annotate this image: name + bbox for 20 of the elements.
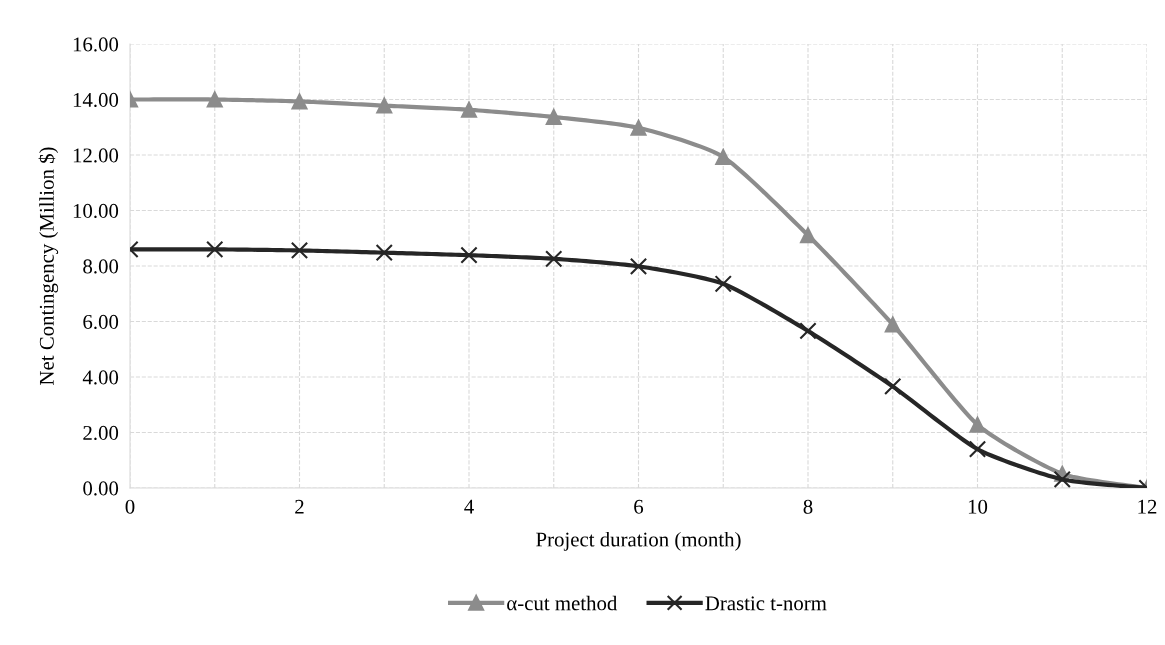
y-tick-label: 12.00 <box>73 148 119 163</box>
y-tick-label: 0.00 <box>83 481 119 496</box>
y-tick-label: 2.00 <box>83 425 119 441</box>
y-axis-title: Net Contingency (Million $) <box>38 147 59 385</box>
x-tick-label: 10 <box>968 499 988 514</box>
x-axis-title: Project duration (month) <box>536 531 741 551</box>
y-tick-label: 6.00 <box>83 314 119 330</box>
x-tick-label: 0 <box>125 499 135 514</box>
legend-label: α-cut method <box>507 595 618 611</box>
x-tick-label: 6 <box>634 499 644 514</box>
y-tick-label: 16.00 <box>73 37 119 52</box>
y-tick-label: 4.00 <box>82 370 119 385</box>
y-tick-label: 8.00 <box>83 259 119 274</box>
x-tick-label: 4 <box>464 499 474 514</box>
y-tick-label: 10.00 <box>73 203 119 219</box>
x-tick-label: 2 <box>295 499 304 514</box>
legend-label: Drastic t-norm <box>705 596 827 611</box>
x-tick-label: 8 <box>803 499 813 514</box>
y-tick-label: 14.00 <box>73 92 119 108</box>
x-tick-label: 12 <box>1138 499 1157 514</box>
